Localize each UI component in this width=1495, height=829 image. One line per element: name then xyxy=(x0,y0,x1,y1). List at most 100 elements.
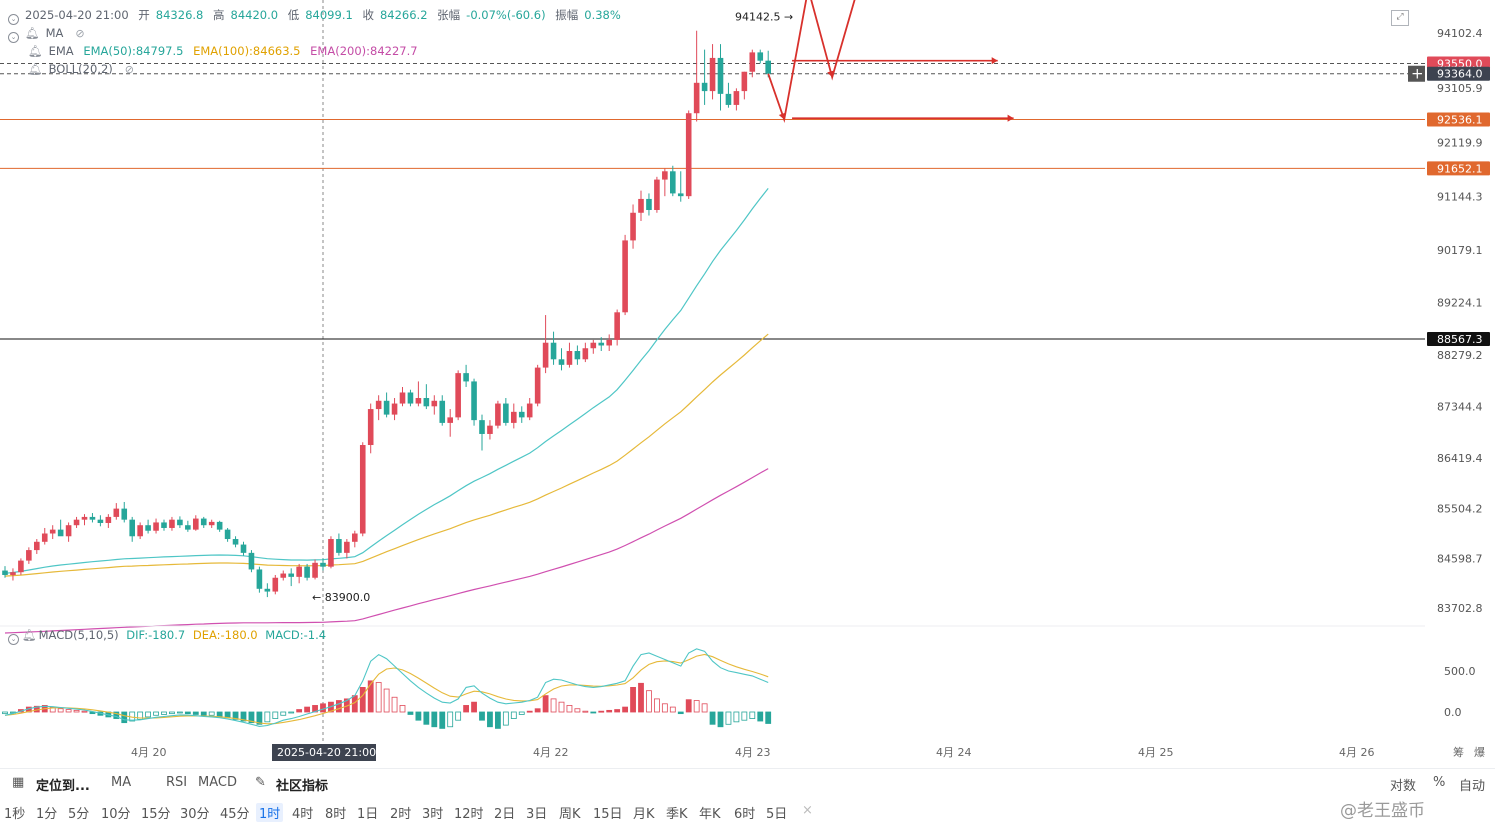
ema-legend[interactable]: 🔔︎ EMA EMA(50):84797.5 EMA(100):84663.5 E… xyxy=(8,44,424,58)
candle-36 xyxy=(288,573,294,577)
eye-off-icon[interactable]: ⊘ xyxy=(75,27,85,40)
timeframe-16[interactable]: 周K xyxy=(559,807,581,822)
dea-line xyxy=(4,653,769,725)
bell-icon[interactable]: 🔔︎ xyxy=(28,44,43,58)
date-tick-1: 4月 22 xyxy=(533,746,569,759)
forecast-arrowhead-3 xyxy=(827,70,835,78)
timeframe-11[interactable]: 2时 xyxy=(390,807,412,822)
collapse-icon[interactable]: ⌄ xyxy=(8,634,19,645)
bell-icon[interactable]: 🔔︎ xyxy=(22,628,37,642)
candle-94 xyxy=(749,52,756,72)
price-tick-2: 92119.9 xyxy=(1437,137,1483,150)
timeframe-14[interactable]: 2日 xyxy=(494,807,516,822)
macd-bar-33 xyxy=(264,711,271,723)
timeframe-12[interactable]: 3时 xyxy=(422,807,444,822)
candle-41 xyxy=(328,539,334,567)
candle-1 xyxy=(10,572,16,575)
locate-button[interactable]: 定位到... xyxy=(36,779,90,794)
candle-69 xyxy=(550,342,557,360)
timeframe-6[interactable]: 45分 xyxy=(220,807,250,822)
macd-legend[interactable]: ⌄ 🔔︎ MACD(5,10,5) DIF:-180.7 DEA:-180.0 MA… xyxy=(8,628,326,645)
candle-95 xyxy=(757,52,764,61)
macd-bar-85 xyxy=(677,711,684,715)
macd-bar-72 xyxy=(574,708,581,713)
candle-34 xyxy=(272,577,279,592)
macd-bar-79 xyxy=(630,687,636,713)
timeframe-4[interactable]: 15分 xyxy=(141,807,171,822)
date-tick-0: 4月 20 xyxy=(131,746,167,759)
macd-bar-27 xyxy=(216,711,223,717)
macd-bar-77 xyxy=(614,709,621,713)
percent-scale-button[interactable]: % xyxy=(1433,775,1446,790)
timeframe-15[interactable]: 3日 xyxy=(526,807,548,822)
price-tag-2: 92536.1 xyxy=(1437,114,1483,127)
bar-datetime: 2025-04-20 21:00 xyxy=(25,8,129,22)
target-arrowhead-0 xyxy=(991,57,998,65)
candle-48 xyxy=(383,400,390,415)
macd-label[interactable]: MACD(5,10,5) xyxy=(38,628,119,642)
amplitude-value: 0.38% xyxy=(584,8,621,22)
crosshair-label-bg xyxy=(272,744,376,761)
timeframe-3[interactable]: 10分 xyxy=(101,807,131,822)
timeframe-0[interactable]: 1秒 xyxy=(4,807,26,822)
date-tick-3: 4月 24 xyxy=(936,746,972,759)
ma-legend[interactable]: ⌄ 🔔︎ MA ⊘ xyxy=(8,26,91,43)
timeframe-5[interactable]: 30分 xyxy=(180,807,210,822)
community-indicators-button[interactable]: 社区指标 xyxy=(276,779,329,794)
macd-bar-95 xyxy=(757,711,764,722)
macd-bar-53 xyxy=(423,711,430,725)
macd-bar-14 xyxy=(113,711,120,719)
timeframe-21[interactable]: 6时 xyxy=(734,807,756,822)
macd-bar-48 xyxy=(383,688,390,713)
macd-button[interactable]: MACD xyxy=(198,775,237,790)
ohlc-legend: ⌄ 2025-04-20 21:00 开 84326.8 高 84420.0 低 840… xyxy=(8,8,627,25)
timeframe-10[interactable]: 1日 xyxy=(357,807,379,822)
boll-label[interactable]: BOLL(20,2) xyxy=(48,62,113,76)
timeframe-1[interactable]: 1分 xyxy=(36,807,58,822)
rsi-button[interactable]: RSI xyxy=(166,775,188,790)
candle-7 xyxy=(57,529,64,537)
timeframe-17[interactable]: 15日 xyxy=(593,807,623,822)
change-value: -0.07%(-60.6) xyxy=(466,8,546,22)
close-icon[interactable]: × xyxy=(802,803,813,818)
timeframe-20[interactable]: 年K xyxy=(699,807,721,822)
fullscreen-icon[interactable]: ⤢ xyxy=(1391,10,1409,26)
timeframe-22[interactable]: 5日 xyxy=(766,807,788,822)
timeframe-2[interactable]: 5分 xyxy=(68,807,90,822)
timeframe-9[interactable]: 8时 xyxy=(325,807,347,822)
price-tag-4: 88567.3 xyxy=(1437,333,1483,346)
timeframe-13[interactable]: 12时 xyxy=(454,807,484,822)
timeframe-19[interactable]: 季K xyxy=(666,807,688,822)
collapse-icon[interactable]: ⌄ xyxy=(8,14,19,25)
candle-14 xyxy=(113,508,120,517)
candle-15 xyxy=(121,508,128,520)
ma-label[interactable]: MA xyxy=(45,26,64,40)
macd-bar-54 xyxy=(431,711,438,728)
calendar-icon[interactable]: ▦ xyxy=(12,775,25,790)
timeframe-7[interactable]: 1时 xyxy=(256,803,284,822)
auto-scale-button[interactable]: 自动 xyxy=(1459,779,1486,794)
ma-button[interactable]: MA xyxy=(111,775,132,790)
bell-icon[interactable]: 🔔︎ xyxy=(28,62,43,76)
bell-icon[interactable]: 🔔︎ xyxy=(25,26,40,40)
boll-legend[interactable]: 🔔︎ BOLL(20,2) ⊘ xyxy=(8,62,140,77)
candle-2 xyxy=(18,560,24,573)
amplitude-label: 振幅 xyxy=(555,8,579,22)
price-chart[interactable]: 94142.5 → ← 83900.0 94102.4 93105.9 92119.9 9… xyxy=(0,0,1495,770)
candle-38 xyxy=(304,566,310,578)
ema-label[interactable]: EMA xyxy=(48,44,74,58)
candle-17 xyxy=(137,525,143,537)
edit-icon[interactable]: ✎ xyxy=(255,775,266,790)
date-tick-5: 4月 26 xyxy=(1339,746,1375,759)
price-tick-8: 86419.4 xyxy=(1437,452,1483,465)
macd-bar-93 xyxy=(741,711,748,721)
collapse-icon[interactable]: ⌄ xyxy=(8,32,19,43)
high-label: 高 xyxy=(213,8,225,22)
macd-value: MACD:-1.4 xyxy=(265,628,327,642)
timeframe-8[interactable]: 4时 xyxy=(292,807,314,822)
log-scale-button[interactable]: 对数 xyxy=(1390,779,1417,794)
price-tag-bg-4 xyxy=(1427,331,1490,346)
candle-28 xyxy=(224,529,231,540)
timeframe-18[interactable]: 月K xyxy=(633,807,655,822)
eye-off-icon[interactable]: ⊘ xyxy=(124,63,134,76)
